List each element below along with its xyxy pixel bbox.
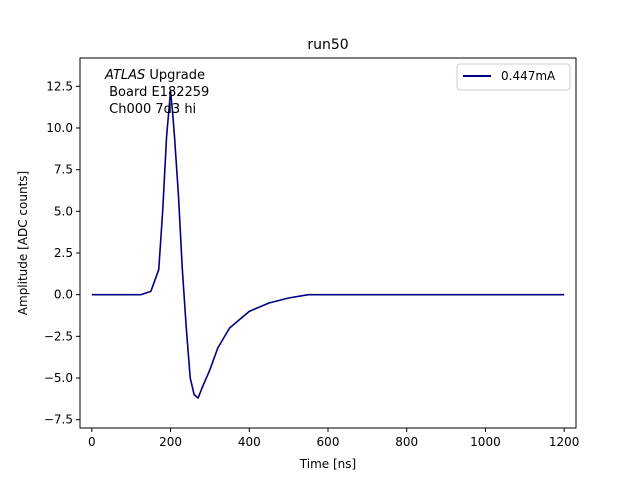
y-tick-label: 12.5: [46, 79, 73, 93]
y-tick-label: −5.0: [44, 371, 73, 385]
annotation-line-3: Ch000 7d3 hi: [105, 102, 196, 117]
y-tick-label: −7.5: [44, 413, 73, 427]
chart-title: run50: [307, 37, 348, 53]
x-tick-label: 400: [238, 435, 261, 449]
y-tick-label: 7.5: [54, 163, 73, 177]
y-axis-label: Amplitude [ADC counts]: [16, 171, 30, 315]
x-tick-label: 1200: [549, 435, 580, 449]
x-axis-label: Time [ns]: [299, 457, 356, 471]
legend-box: [456, 63, 571, 91]
x-tick-label: 200: [159, 435, 182, 449]
x-axis-ticks: 0 200 400 600 800 1000 1200: [88, 428, 579, 449]
annotation-line-1: ATLAS Upgrade: [104, 68, 205, 83]
annotation-upgrade: Upgrade: [145, 68, 205, 83]
x-tick-label: 800: [395, 435, 418, 449]
y-tick-label: 5.0: [54, 204, 73, 218]
x-tick-label: 0: [88, 435, 96, 449]
x-tick-label: 1000: [470, 435, 501, 449]
annotation-atlas: ATLAS: [104, 68, 145, 83]
annotation-text: ATLAS Upgrade Board E182259 Ch000 7d3 hi: [104, 68, 209, 117]
series-line: [91, 90, 565, 399]
y-axis-ticks: −7.5 −5.0 −2.5 0.0 2.5 5.0 7.5 10.0 12.5: [44, 79, 80, 427]
y-tick-label: 10.0: [46, 121, 73, 135]
legend-label: 0.447mA: [501, 69, 556, 83]
y-tick-label: −2.5: [44, 329, 73, 343]
legend: 0.447mA: [456, 63, 571, 91]
y-tick-label: 2.5: [54, 246, 73, 260]
y-tick-label: 0.0: [54, 288, 73, 302]
series-layer: [91, 90, 565, 399]
x-tick-label: 600: [317, 435, 340, 449]
annotation-line-2: Board E182259: [105, 85, 209, 100]
